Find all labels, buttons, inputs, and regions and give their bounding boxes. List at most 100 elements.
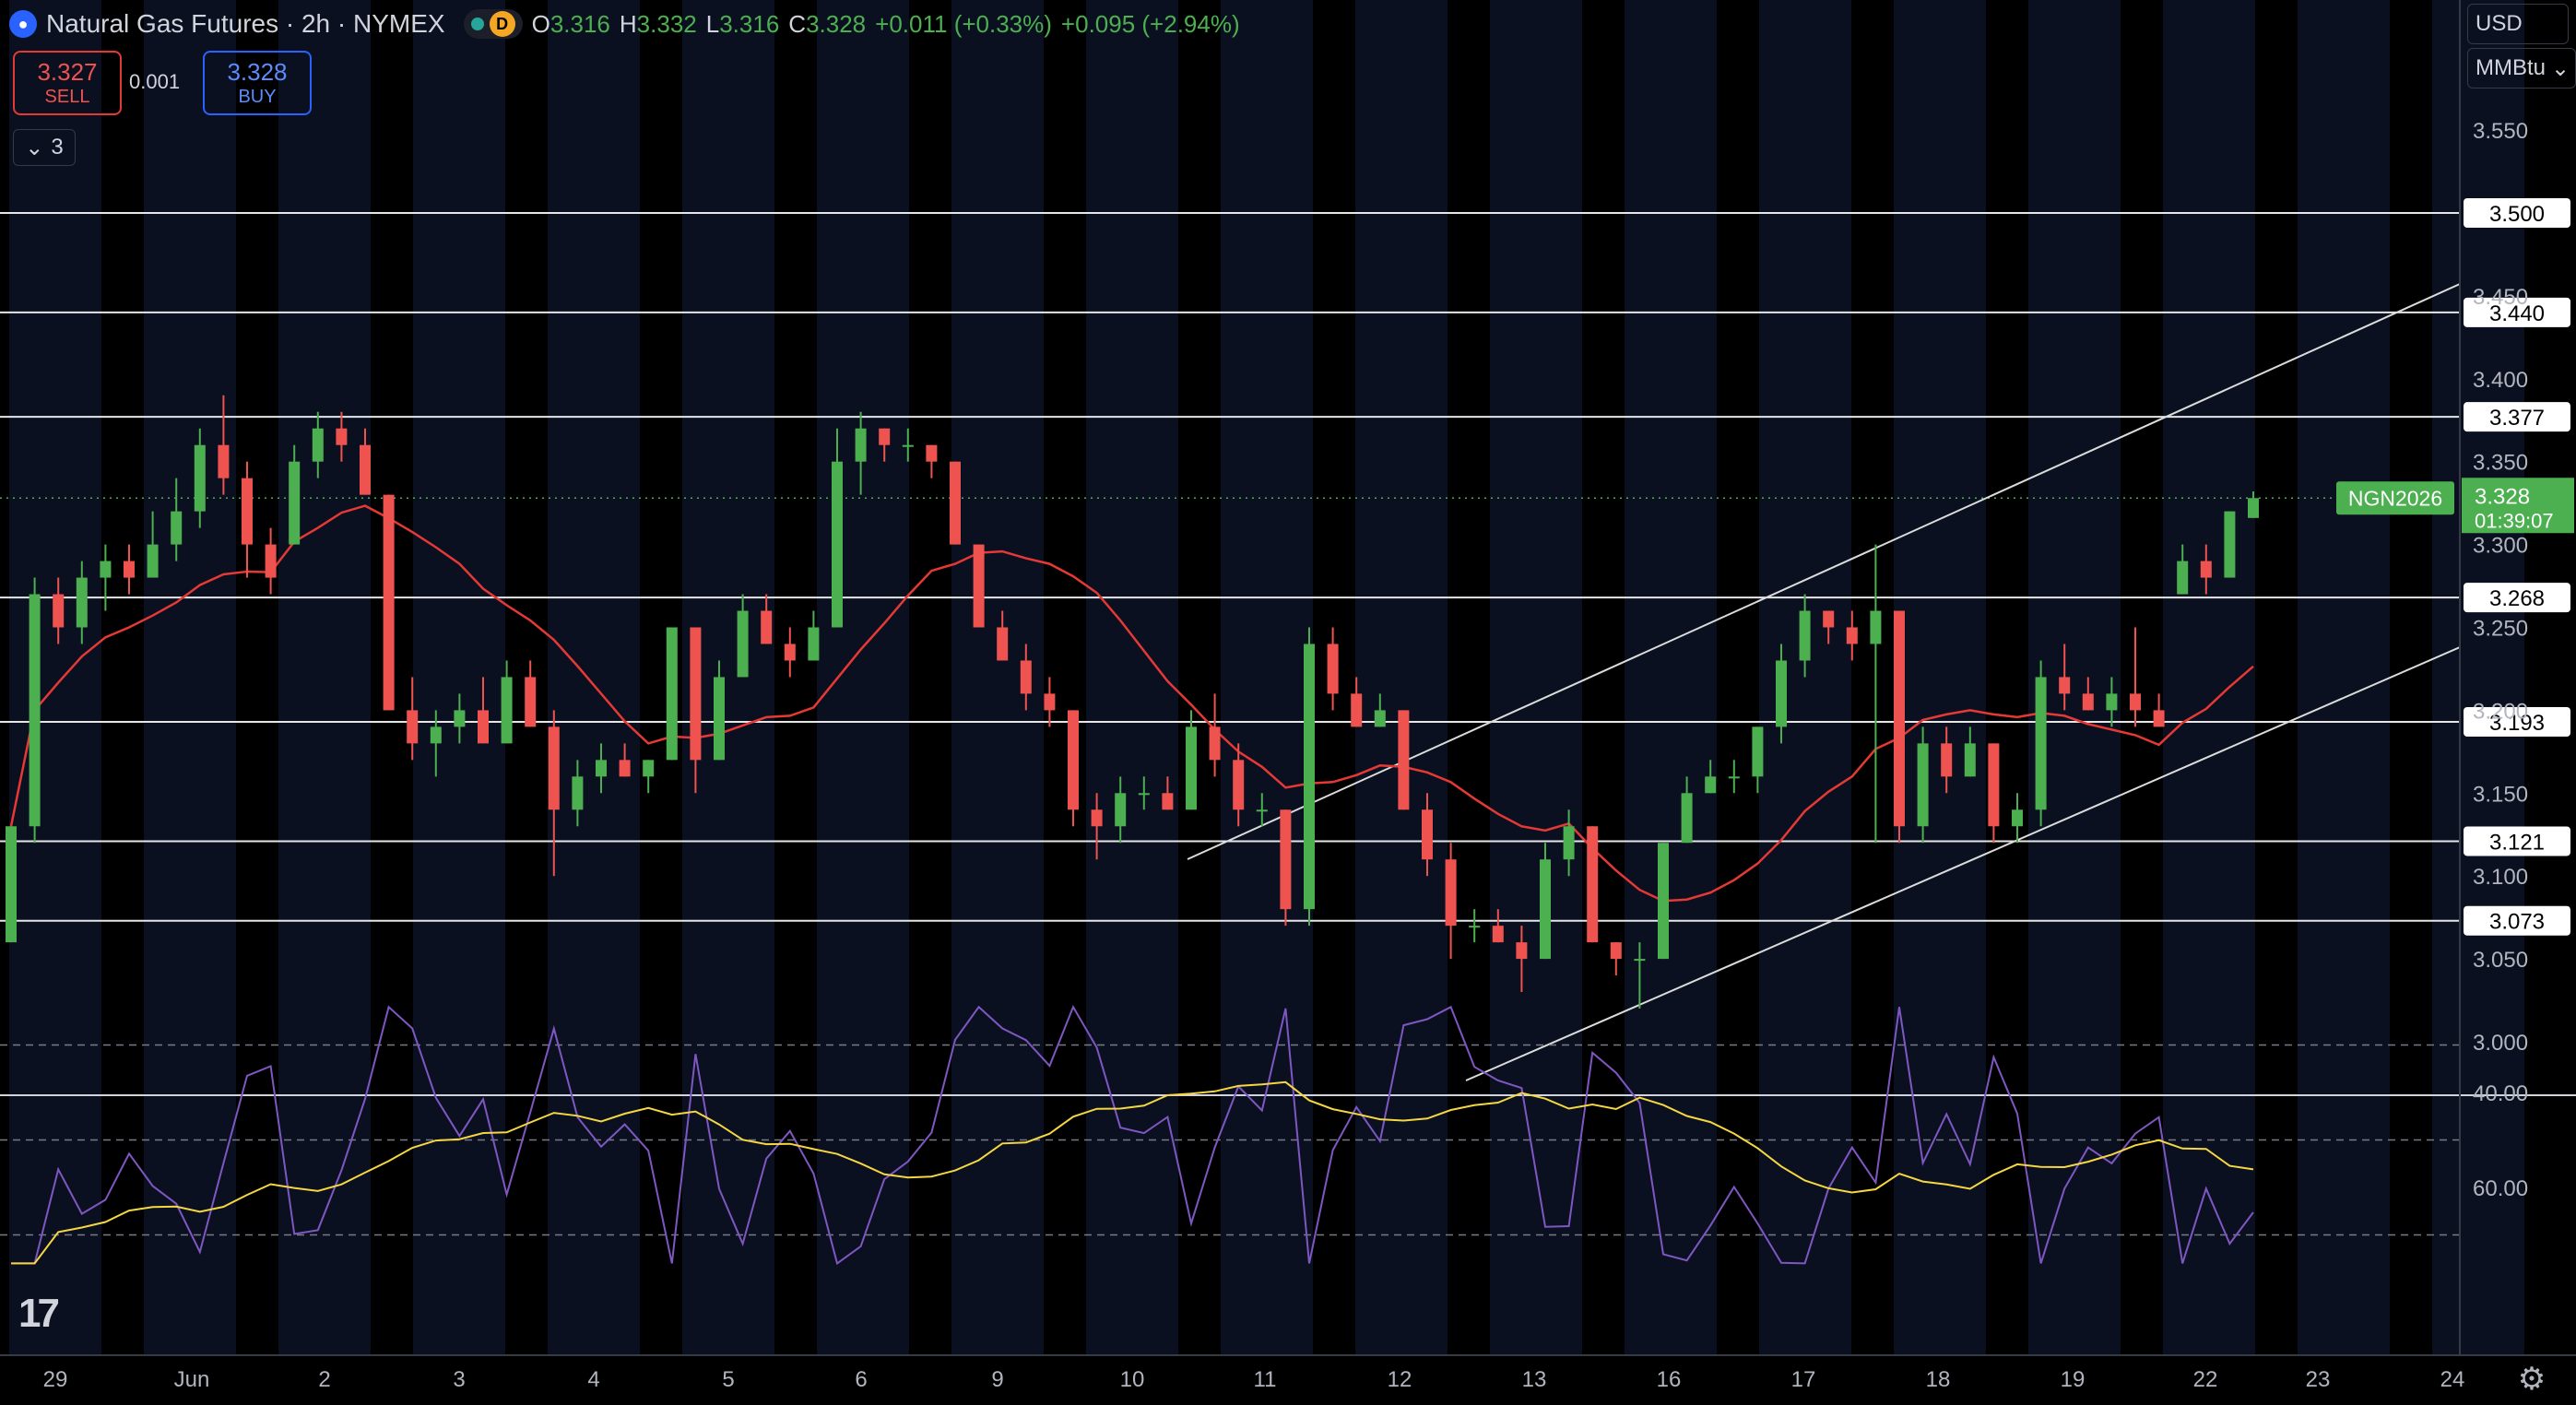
ohlc-close-label: C <box>788 9 807 38</box>
rsi-pane <box>0 1005 2576 1266</box>
time-tick: 5 <box>722 1367 734 1392</box>
price-tick: 3.150 <box>2473 782 2528 807</box>
unit-select[interactable]: MMBtu ⌄ <box>2467 48 2576 89</box>
candle-body <box>1917 743 1929 827</box>
level-tag-label: 3.121 <box>2489 830 2545 855</box>
session-band <box>1625 0 1717 1355</box>
candle-body <box>832 461 843 628</box>
candle-body <box>619 760 631 777</box>
candle-body <box>714 677 725 761</box>
ohlc-open-label: O <box>531 9 550 38</box>
time-tick: 2 <box>318 1367 330 1392</box>
candle-body <box>1445 859 1457 927</box>
indicators-count: 3 <box>51 135 64 159</box>
candle-body <box>1492 926 1504 943</box>
candle-body <box>1799 610 1811 661</box>
candle-body <box>124 561 135 578</box>
price-tick: 3.100 <box>2473 865 2528 890</box>
candle-body <box>1823 610 1835 628</box>
ohlc-close-value: 3.328 <box>806 9 867 38</box>
candle-body <box>194 444 206 512</box>
candle-body <box>902 444 914 447</box>
time-tick: 23 <box>2306 1367 2331 1392</box>
candle-body <box>2035 677 2047 810</box>
candle-body <box>1304 643 1315 910</box>
bar-change: +0.011 (+0.33%) <box>875 9 1052 38</box>
candle-body <box>2059 677 2071 694</box>
currency-label: USD <box>2476 11 2523 36</box>
unit-label: MMBtu <box>2476 55 2546 80</box>
rsi-ma-line <box>11 1080 2254 1265</box>
level-tag-label: 3.377 <box>2489 406 2545 431</box>
ohlc-high-label: H <box>619 9 637 38</box>
candle-body <box>596 760 607 777</box>
candle-body <box>2106 693 2118 711</box>
day-change: +0.095 (+2.94%) <box>1060 9 1240 38</box>
indicators-toggle[interactable]: ⌄ 3 <box>13 129 76 166</box>
drop-icon: ● <box>9 10 37 38</box>
candle-body <box>1540 859 1551 960</box>
candle-body <box>1351 693 1363 727</box>
candle-body <box>1138 793 1150 796</box>
candle-body <box>2153 710 2165 727</box>
ohlc-readout: O3.316 H3.332 L3.316 C3.328 +0.011 (+0.3… <box>532 10 1240 39</box>
level-tag <box>2464 826 2570 856</box>
candle-body <box>784 643 796 661</box>
candle-body <box>1422 809 1433 860</box>
candle-body <box>1941 743 1953 777</box>
candle-body <box>360 444 371 495</box>
chevron-down-icon: ⌄ <box>2551 55 2570 81</box>
candle-body <box>1846 627 1858 644</box>
time-tick: 16 <box>1657 1367 1682 1392</box>
current-price-tag <box>2462 478 2574 534</box>
time-tick: 10 <box>1120 1367 1145 1392</box>
price-axis: 3.550 3.450 3.400 3.350 3.300 3.250 3.200 3.150… <box>2336 0 2574 1355</box>
session-band <box>9 0 101 1355</box>
level-tag <box>2464 583 2570 613</box>
session-band <box>1355 0 1448 1355</box>
time-tick: 11 <box>1254 1367 1277 1392</box>
candle-body <box>973 544 985 628</box>
price-tick: 3.450 <box>2473 285 2528 310</box>
symbol-tag <box>2336 481 2454 515</box>
candle-body <box>1964 743 1976 777</box>
sell-button[interactable]: 3.327 SELL <box>13 51 122 115</box>
ohlc-low-value: 3.316 <box>719 9 780 38</box>
candle-body <box>1516 942 1528 960</box>
level-tag <box>2464 198 2570 228</box>
candle-body <box>53 594 65 628</box>
status-indicator: D <box>463 9 523 39</box>
current-price-label: 3.328 <box>2475 484 2530 509</box>
candle-body <box>1634 959 1646 962</box>
candle-body <box>2200 561 2212 578</box>
candle-body <box>643 760 655 777</box>
buy-button[interactable]: 3.328 BUY <box>203 51 312 115</box>
candle-body <box>1728 776 1740 779</box>
time-tick: 4 <box>587 1367 599 1392</box>
gear-icon[interactable]: ⚙ <box>2517 1362 2546 1397</box>
candle-body <box>407 710 419 744</box>
candle-body <box>926 444 938 462</box>
candle-body <box>1681 793 1693 844</box>
candle-body <box>2130 693 2141 711</box>
time-tick: 12 <box>1388 1367 1412 1392</box>
session-band <box>2298 0 2390 1355</box>
candle-body <box>808 627 820 661</box>
candle-body <box>1705 776 1717 794</box>
symbol-title[interactable]: Natural Gas Futures · 2h · NYMEX <box>46 9 445 38</box>
level-tag <box>2464 706 2570 737</box>
price-tick: 3.000 <box>2473 1031 2528 1056</box>
level-tag-label: 3.268 <box>2489 586 2545 611</box>
candle-body <box>666 627 678 761</box>
candle-body <box>548 726 560 810</box>
ohlc-low-label: L <box>705 9 720 38</box>
buy-label: BUY <box>238 87 277 107</box>
candle-body <box>265 544 277 578</box>
candle-body <box>1988 743 2000 827</box>
currency-select[interactable]: USD <box>2467 4 2569 44</box>
spread-value: 0.001 <box>129 70 181 93</box>
candle-body <box>147 544 159 578</box>
session-band <box>278 0 371 1355</box>
tradingview-logo-icon[interactable]: 17 <box>18 1291 60 1336</box>
